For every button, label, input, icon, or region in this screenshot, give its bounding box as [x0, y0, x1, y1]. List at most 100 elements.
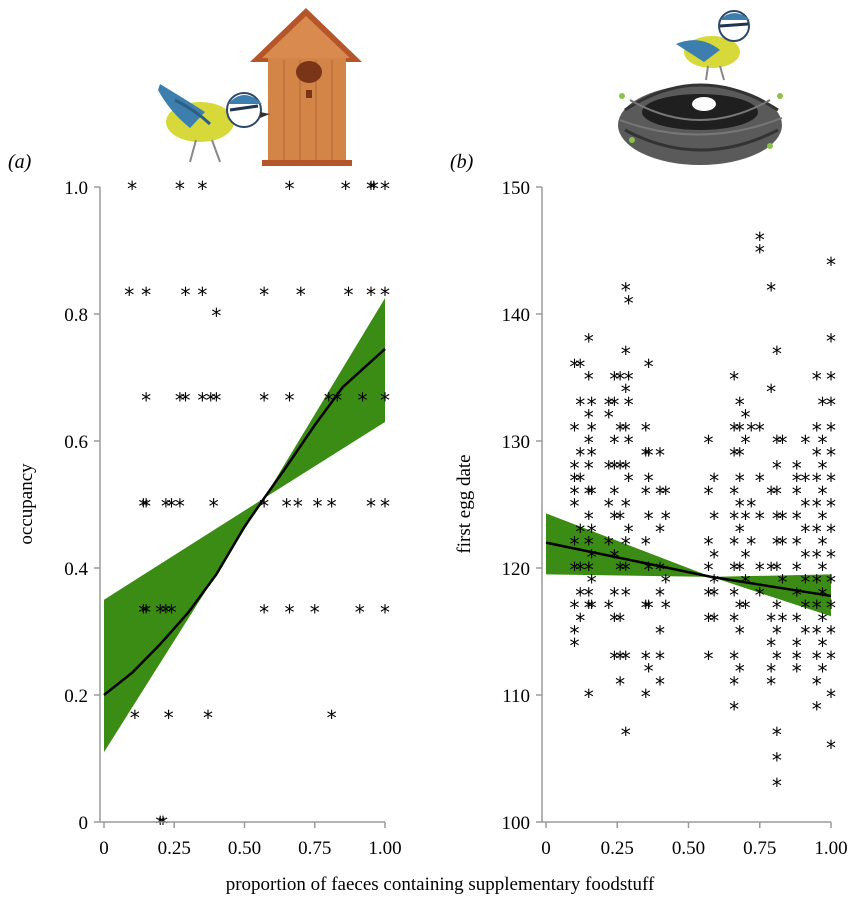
y-tick-label: 110: [502, 686, 530, 707]
data-point: *: [259, 388, 269, 412]
data-point: *: [735, 558, 745, 582]
data-point: *: [155, 812, 165, 836]
data-point: *: [792, 558, 802, 582]
data-point: *: [661, 596, 671, 620]
data-point: *: [604, 596, 614, 620]
data-point: *: [800, 545, 810, 569]
data-point: *: [343, 283, 353, 307]
data-point: *: [735, 469, 745, 493]
data-point: *: [621, 456, 631, 480]
data-point: *: [641, 418, 651, 442]
data-point: *: [772, 507, 782, 531]
data-point: *: [621, 723, 631, 747]
y-tick-label: 0.2: [64, 686, 88, 707]
data-point: *: [621, 495, 631, 519]
data-point: *: [615, 368, 625, 392]
data-point: *: [655, 622, 665, 646]
data-point: *: [766, 660, 776, 684]
data-point: *: [141, 601, 151, 625]
panel-a-label: (a): [8, 151, 32, 173]
data-point: *: [817, 393, 827, 417]
data-point: *: [792, 507, 802, 531]
data-point: *: [741, 406, 751, 430]
data-point: *: [812, 596, 822, 620]
data-point: *: [584, 685, 594, 709]
data-point: *: [729, 368, 739, 392]
data-point: *: [584, 431, 594, 455]
data-point: *: [766, 380, 776, 404]
x-tick-label: 0.75: [298, 838, 331, 859]
data-point: *: [369, 177, 379, 201]
data-point: *: [766, 482, 776, 506]
data-point: *: [772, 558, 782, 582]
data-point: *: [570, 469, 580, 493]
panel-b-plot: ****************************************…: [454, 178, 848, 859]
x-tick-label: 0.50: [672, 838, 705, 859]
data-point: *: [703, 558, 713, 582]
data-point: *: [817, 558, 827, 582]
data-point: *: [800, 431, 810, 455]
panel-b-x-ticks: 0 0.25 0.50 0.75 1.00: [541, 822, 848, 859]
data-point: *: [741, 507, 751, 531]
data-point: *: [817, 456, 827, 480]
panel-b-y-axis-title: first egg date: [454, 454, 475, 553]
data-point: *: [703, 647, 713, 671]
data-point: *: [792, 634, 802, 658]
data-point: *: [141, 388, 151, 412]
data-point: *: [826, 520, 836, 544]
data-point: *: [826, 571, 836, 595]
data-point: *: [812, 418, 822, 442]
data-point: *: [141, 283, 151, 307]
data-point: *: [792, 469, 802, 493]
data-point: *: [826, 545, 836, 569]
data-point: *: [741, 596, 751, 620]
data-point: *: [615, 609, 625, 633]
data-point: *: [211, 304, 221, 328]
data-point: *: [644, 596, 654, 620]
data-point: *: [615, 418, 625, 442]
data-point: *: [124, 283, 134, 307]
data-point: *: [661, 482, 671, 506]
data-point: *: [703, 482, 713, 506]
data-point: *: [741, 571, 751, 595]
data-point: *: [729, 698, 739, 722]
data-point: *: [584, 596, 594, 620]
data-point: *: [197, 388, 207, 412]
data-point: *: [587, 393, 597, 417]
data-point: *: [826, 495, 836, 519]
data-point: *: [570, 456, 580, 480]
data-point: *: [729, 647, 739, 671]
data-point: *: [282, 495, 292, 519]
data-point: *: [772, 723, 782, 747]
data-point: *: [197, 177, 207, 201]
data-point: *: [155, 601, 165, 625]
data-point: *: [766, 672, 776, 696]
data-point: *: [587, 545, 597, 569]
data-point: *: [766, 558, 776, 582]
data-point: *: [641, 444, 651, 468]
panel-b-y-ticks: 100 110 120 130 140 150: [502, 178, 542, 834]
y-tick-label: 140: [502, 305, 531, 326]
data-point: *: [792, 583, 802, 607]
data-point: *: [826, 647, 836, 671]
data-point: *: [735, 660, 745, 684]
x-tick-label: 0.50: [228, 838, 261, 859]
x-tick-label: 1.00: [814, 838, 847, 859]
data-point: *: [293, 495, 303, 519]
x-tick-label: 0.25: [601, 838, 634, 859]
data-point: *: [570, 495, 580, 519]
data-point: *: [709, 571, 719, 595]
data-point: *: [817, 533, 827, 557]
data-point: *: [584, 482, 594, 506]
data-point: *: [766, 609, 776, 633]
y-tick-label: 1.0: [64, 178, 88, 199]
data-point: *: [826, 418, 836, 442]
data-point: *: [203, 706, 213, 730]
data-point: *: [746, 495, 756, 519]
data-point: *: [644, 469, 654, 493]
data-point: *: [729, 533, 739, 557]
data-point: *: [621, 380, 631, 404]
y-tick-label: 100: [502, 813, 531, 834]
data-point: *: [624, 469, 634, 493]
